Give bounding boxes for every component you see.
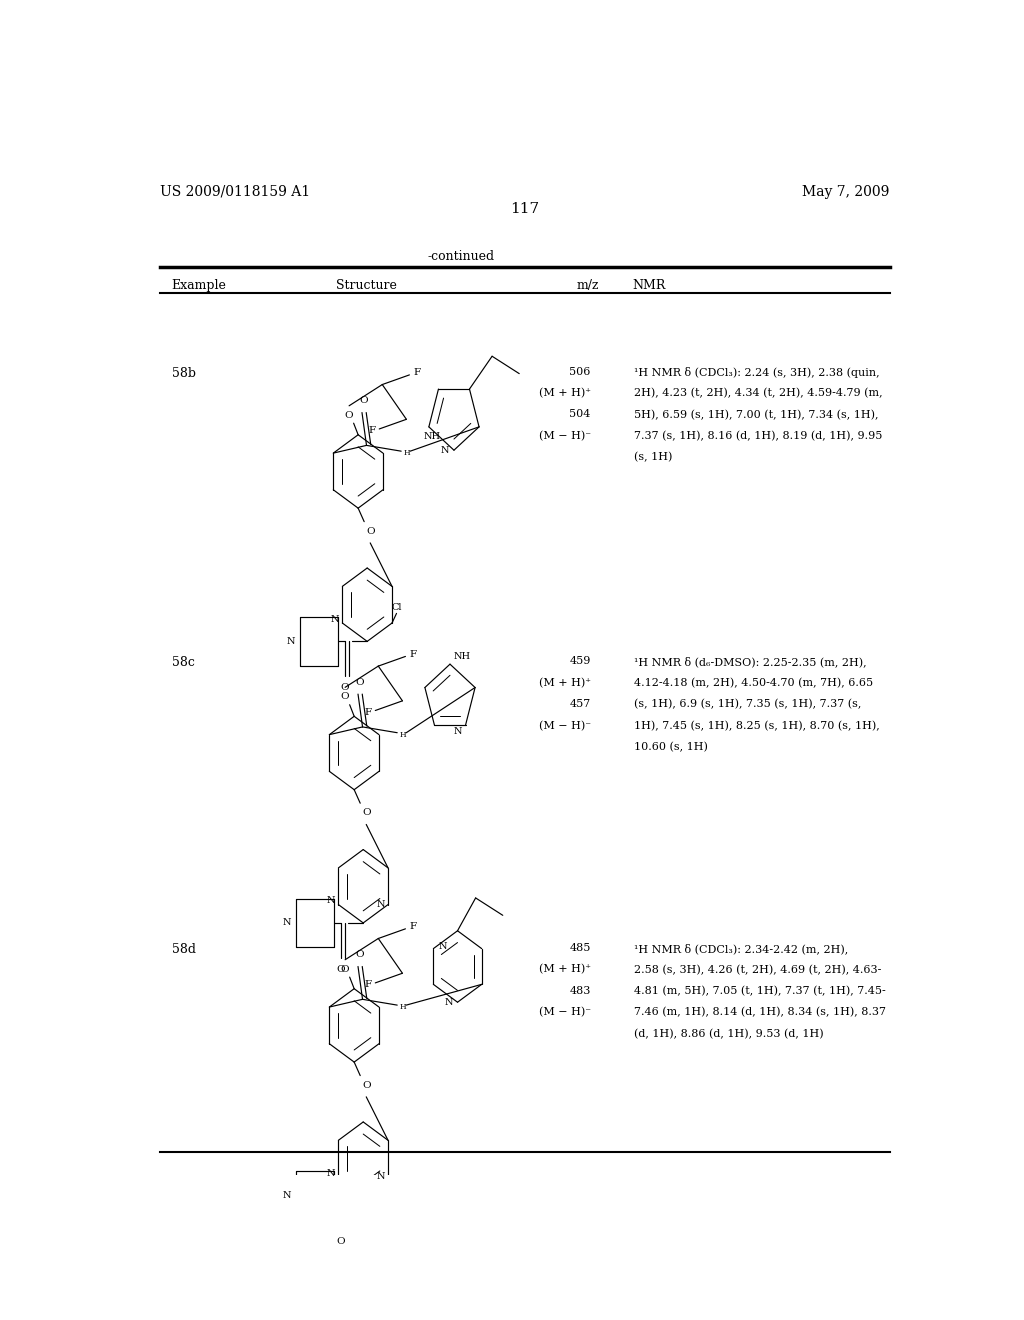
Text: May 7, 2009: May 7, 2009 <box>803 185 890 199</box>
Text: N: N <box>327 1168 335 1177</box>
Text: O: O <box>336 965 345 974</box>
Text: (M − H)⁻: (M − H)⁻ <box>539 721 591 731</box>
Text: 1H), 7.45 (s, 1H), 8.25 (s, 1H), 8.70 (s, 1H),: 1H), 7.45 (s, 1H), 8.25 (s, 1H), 8.70 (s… <box>634 721 880 731</box>
Text: N: N <box>454 726 462 735</box>
Text: ¹H NMR δ (d₆-DMSO): 2.25-2.35 (m, 2H),: ¹H NMR δ (d₆-DMSO): 2.25-2.35 (m, 2H), <box>634 656 867 667</box>
Text: O: O <box>341 693 349 701</box>
Text: O: O <box>355 950 364 960</box>
Text: O: O <box>341 965 349 974</box>
Text: N: N <box>444 998 453 1007</box>
Text: 58c: 58c <box>172 656 195 669</box>
Text: 485: 485 <box>569 942 591 953</box>
Text: H: H <box>400 1003 407 1011</box>
Text: ¹H NMR δ (CDCl₃): 2.34-2.42 (m, 2H),: ¹H NMR δ (CDCl₃): 2.34-2.42 (m, 2H), <box>634 942 849 954</box>
Text: N: N <box>331 615 339 623</box>
Text: 58d: 58d <box>172 942 196 956</box>
Text: 7.37 (s, 1H), 8.16 (d, 1H), 8.19 (d, 1H), 9.95: 7.37 (s, 1H), 8.16 (d, 1H), 8.19 (d, 1H)… <box>634 430 883 441</box>
Text: 2H), 4.23 (t, 2H), 4.34 (t, 2H), 4.59-4.79 (m,: 2H), 4.23 (t, 2H), 4.34 (t, 2H), 4.59-4.… <box>634 388 883 399</box>
Text: N: N <box>327 896 335 906</box>
Text: F: F <box>369 426 375 436</box>
Text: 4.12-4.18 (m, 2H), 4.50-4.70 (m, 7H), 6.65: 4.12-4.18 (m, 2H), 4.50-4.70 (m, 7H), 6.… <box>634 677 873 688</box>
Text: (M − H)⁻: (M − H)⁻ <box>539 430 591 441</box>
Text: N: N <box>376 1172 385 1181</box>
Text: F: F <box>410 923 417 932</box>
Text: N: N <box>440 446 450 454</box>
Text: 483: 483 <box>569 986 591 995</box>
Text: Example: Example <box>172 280 226 292</box>
Text: NH: NH <box>454 652 471 661</box>
Text: N: N <box>287 636 295 645</box>
Text: 7.46 (m, 1H), 8.14 (d, 1H), 8.34 (s, 1H), 8.37: 7.46 (m, 1H), 8.14 (d, 1H), 8.34 (s, 1H)… <box>634 1007 887 1018</box>
Text: 58b: 58b <box>172 367 196 380</box>
Text: (M + H)⁺: (M + H)⁺ <box>539 677 591 688</box>
Text: NMR: NMR <box>632 280 666 292</box>
Text: (M + H)⁺: (M + H)⁺ <box>539 388 591 399</box>
Text: Cl: Cl <box>391 603 401 612</box>
Text: Structure: Structure <box>336 280 396 292</box>
Text: -continued: -continued <box>428 249 495 263</box>
Text: m/z: m/z <box>577 280 599 292</box>
Text: 459: 459 <box>569 656 591 667</box>
Text: O: O <box>336 1237 345 1246</box>
Text: F: F <box>365 708 372 717</box>
Text: (s, 1H): (s, 1H) <box>634 453 673 462</box>
Text: 506: 506 <box>569 367 591 376</box>
Text: 117: 117 <box>510 202 540 216</box>
Text: 457: 457 <box>569 700 591 709</box>
Text: O: O <box>366 527 375 536</box>
Text: F: F <box>365 981 372 989</box>
Text: (M − H)⁻: (M − H)⁻ <box>539 1007 591 1018</box>
Text: US 2009/0118159 A1: US 2009/0118159 A1 <box>160 185 310 199</box>
Text: 4.81 (m, 5H), 7.05 (t, 1H), 7.37 (t, 1H), 7.45-: 4.81 (m, 5H), 7.05 (t, 1H), 7.37 (t, 1H)… <box>634 986 886 997</box>
Text: O: O <box>355 678 364 686</box>
Text: O: O <box>361 808 371 817</box>
Text: F: F <box>410 649 417 659</box>
Text: NH: NH <box>423 432 440 441</box>
Text: (d, 1H), 8.86 (d, 1H), 9.53 (d, 1H): (d, 1H), 8.86 (d, 1H), 9.53 (d, 1H) <box>634 1028 824 1039</box>
Text: N: N <box>283 1191 291 1200</box>
Text: 2.58 (s, 3H), 4.26 (t, 2H), 4.69 (t, 2H), 4.63-: 2.58 (s, 3H), 4.26 (t, 2H), 4.69 (t, 2H)… <box>634 965 882 974</box>
Text: N: N <box>283 919 291 928</box>
Text: O: O <box>340 684 349 692</box>
Text: F: F <box>414 368 421 378</box>
Text: ¹H NMR δ (CDCl₃): 2.24 (s, 3H), 2.38 (quin,: ¹H NMR δ (CDCl₃): 2.24 (s, 3H), 2.38 (qu… <box>634 367 880 378</box>
Text: H: H <box>400 731 407 739</box>
Text: 5H), 6.59 (s, 1H), 7.00 (t, 1H), 7.34 (s, 1H),: 5H), 6.59 (s, 1H), 7.00 (t, 1H), 7.34 (s… <box>634 409 879 420</box>
Text: O: O <box>361 1081 371 1090</box>
Text: N: N <box>438 942 446 952</box>
Text: N: N <box>376 900 385 909</box>
Text: O: O <box>345 411 353 420</box>
Text: (M + H)⁺: (M + H)⁺ <box>539 965 591 974</box>
Text: 10.60 (s, 1H): 10.60 (s, 1H) <box>634 742 709 752</box>
Text: 504: 504 <box>569 409 591 420</box>
Text: H: H <box>403 449 411 457</box>
Text: (s, 1H), 6.9 (s, 1H), 7.35 (s, 1H), 7.37 (s,: (s, 1H), 6.9 (s, 1H), 7.35 (s, 1H), 7.37… <box>634 700 861 709</box>
Text: O: O <box>359 396 368 405</box>
